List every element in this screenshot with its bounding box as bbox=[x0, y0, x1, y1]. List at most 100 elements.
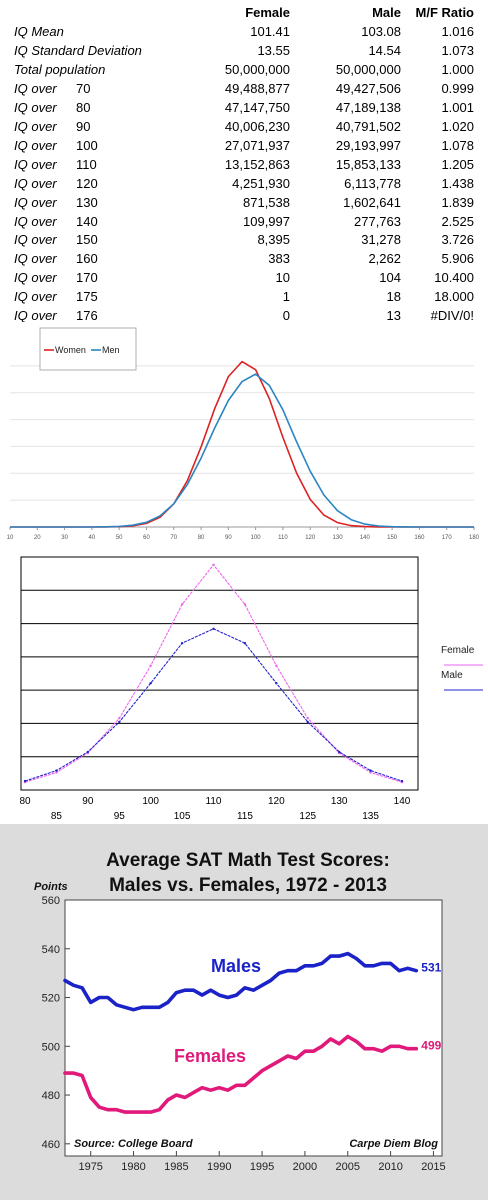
table-row: Total population 50,000,000 50,000,000 1.00… bbox=[0, 62, 488, 81]
x-tick-label: 100 bbox=[142, 796, 159, 807]
row-female-value: 4,251,930 bbox=[232, 175, 290, 191]
row-female-value: 101.41 bbox=[250, 24, 290, 39]
table-row: IQ over 175 1 18 18.000 bbox=[0, 289, 488, 308]
row-ratio-value: 2.525 bbox=[441, 213, 474, 229]
table-row: IQ over 80 47,147,750 47,189,138 1.001 bbox=[0, 100, 488, 119]
table-row: IQ over 120 4,251,930 6,113,778 1.438 bbox=[0, 176, 488, 195]
x-tick-label: 40 bbox=[89, 535, 96, 541]
y-tick-label: 560 bbox=[42, 895, 60, 907]
row-ratio-value: 1.000 bbox=[441, 61, 474, 77]
chart1-svg: 10 20 30 40 50 60 70 80 90 100 110 120 130 140 150 160 1… bbox=[7, 327, 480, 541]
row-ratio-value: 1.205 bbox=[441, 156, 474, 172]
table-row: IQ over 150 8,395 31,278 3.726 bbox=[0, 232, 488, 251]
y-tick-label: 540 bbox=[42, 944, 60, 956]
row-male-value: 103.08 bbox=[361, 24, 401, 39]
row-ratio-value: 1.078 bbox=[441, 137, 474, 153]
row-female-value: 49,488,877 bbox=[224, 80, 290, 96]
series-point-male bbox=[337, 750, 341, 754]
row-female-value: 10 bbox=[275, 270, 290, 286]
row-iq-threshold: 110 bbox=[76, 156, 97, 172]
x-tick-label: 130 bbox=[331, 796, 348, 807]
x-tick-label: 140 bbox=[394, 796, 411, 807]
legend: Women Men bbox=[39, 327, 137, 371]
row-female-value: 13,152,863 bbox=[224, 156, 290, 172]
y-tick-label: 500 bbox=[42, 1041, 60, 1053]
row-ratio-value: 10.400 bbox=[434, 270, 474, 286]
source-note: Source: College Board bbox=[74, 1138, 193, 1150]
x-tick-label: 105 bbox=[174, 811, 191, 822]
sat-math-scores-chart: Average SAT Math Test Scores: Males vs. F… bbox=[0, 824, 488, 1200]
series-point-female bbox=[149, 664, 152, 667]
row-label: Total population bbox=[14, 61, 106, 77]
row-iq-threshold: 90 bbox=[76, 118, 91, 134]
row-female-value: 1 bbox=[282, 289, 290, 305]
x-tick-label: 180 bbox=[469, 535, 480, 541]
series-point-female bbox=[212, 563, 215, 566]
series-point-male bbox=[243, 642, 247, 645]
series-line-women bbox=[10, 360, 474, 528]
row-label: IQ over bbox=[14, 175, 57, 191]
x-tick-label: 1995 bbox=[250, 1161, 274, 1173]
row-label: IQ over bbox=[14, 137, 57, 153]
series-line-men bbox=[10, 373, 474, 528]
row-female-value: 8,395 bbox=[257, 232, 290, 248]
row-male-value: 18 bbox=[386, 289, 401, 305]
x-tick-label: 2000 bbox=[293, 1161, 317, 1173]
series-point-female bbox=[369, 771, 372, 774]
row-ratio-value: 5.906 bbox=[441, 251, 474, 267]
plot-area bbox=[20, 556, 419, 791]
table-row: IQ Mean 101.41 103.08 1.016 bbox=[0, 24, 488, 43]
x-tick-label: 2015 bbox=[421, 1161, 445, 1173]
row-iq-threshold: 160 bbox=[76, 251, 98, 267]
x-tick-label: 95 bbox=[114, 811, 126, 822]
series-point-female bbox=[306, 716, 309, 720]
series-line-females bbox=[63, 1034, 419, 1114]
series-point-female bbox=[118, 716, 121, 720]
table-row: IQ over 176 0 13 #DIV/0! bbox=[0, 308, 488, 322]
plot-area bbox=[64, 899, 443, 1157]
row-male-value: 6,113,778 bbox=[344, 175, 401, 191]
x-tick-label: 90 bbox=[225, 535, 232, 541]
row-male-value: 31,278 bbox=[361, 232, 401, 248]
x-tick-label: 90 bbox=[82, 796, 94, 807]
table-header-row: Female Male M/F Ratio bbox=[0, 5, 488, 24]
x-tick-label: 140 bbox=[360, 535, 371, 541]
row-iq-threshold: 100 bbox=[76, 137, 98, 153]
x-tick-label: 80 bbox=[198, 535, 205, 541]
row-label: IQ over bbox=[14, 99, 57, 115]
row-male-value: 13 bbox=[386, 308, 401, 322]
x-tick-label: 10 bbox=[7, 535, 14, 541]
row-label: IQ over bbox=[14, 232, 57, 248]
x-tick-label: 1990 bbox=[207, 1161, 231, 1173]
table-row: IQ over 70 49,488,877 49,427,506 0.999 bbox=[0, 81, 488, 100]
row-male-value: 104 bbox=[379, 270, 401, 286]
chart2-svg: 8090100110120130140657075859510511512513… bbox=[19, 556, 483, 822]
credit-note: Carpe Diem Blog bbox=[349, 1138, 438, 1150]
legend-label-male: Male bbox=[441, 670, 463, 681]
legend-box bbox=[39, 327, 137, 371]
row-label: IQ Standard Deviation bbox=[14, 42, 142, 58]
row-iq-threshold: 120 bbox=[76, 175, 98, 191]
series-point-male bbox=[86, 750, 90, 754]
row-iq-threshold: 175 bbox=[76, 289, 98, 305]
row-ratio-value: 1.839 bbox=[441, 194, 474, 210]
series-point-female bbox=[275, 664, 278, 667]
x-tick-label: 110 bbox=[206, 796, 222, 807]
end-label-males: 531 bbox=[421, 961, 441, 975]
row-male-value: 29,193,997 bbox=[335, 137, 401, 153]
x-tick-label: 70 bbox=[170, 535, 177, 541]
series-point-male bbox=[180, 642, 184, 645]
row-female-value: 871,538 bbox=[243, 194, 290, 210]
series-point-female bbox=[180, 603, 184, 606]
x-tick-label: 2010 bbox=[378, 1161, 402, 1173]
row-ratio-value: 1.073 bbox=[441, 42, 474, 58]
y-tick-label: 520 bbox=[42, 993, 60, 1005]
series-point-male bbox=[212, 627, 215, 631]
table-row: IQ over 100 27,071,937 29,193,997 1.078 bbox=[0, 138, 488, 157]
x-tick-label: 170 bbox=[442, 535, 453, 541]
iq-distribution-chart-women-men: 10 20 30 40 50 60 70 80 90 100 110 120 130 140 150 160 1… bbox=[0, 322, 488, 547]
row-ratio-value: 1.001 bbox=[441, 99, 474, 115]
series-point-male bbox=[23, 779, 27, 783]
row-label: IQ over bbox=[14, 194, 57, 210]
series-point-male bbox=[149, 682, 152, 685]
